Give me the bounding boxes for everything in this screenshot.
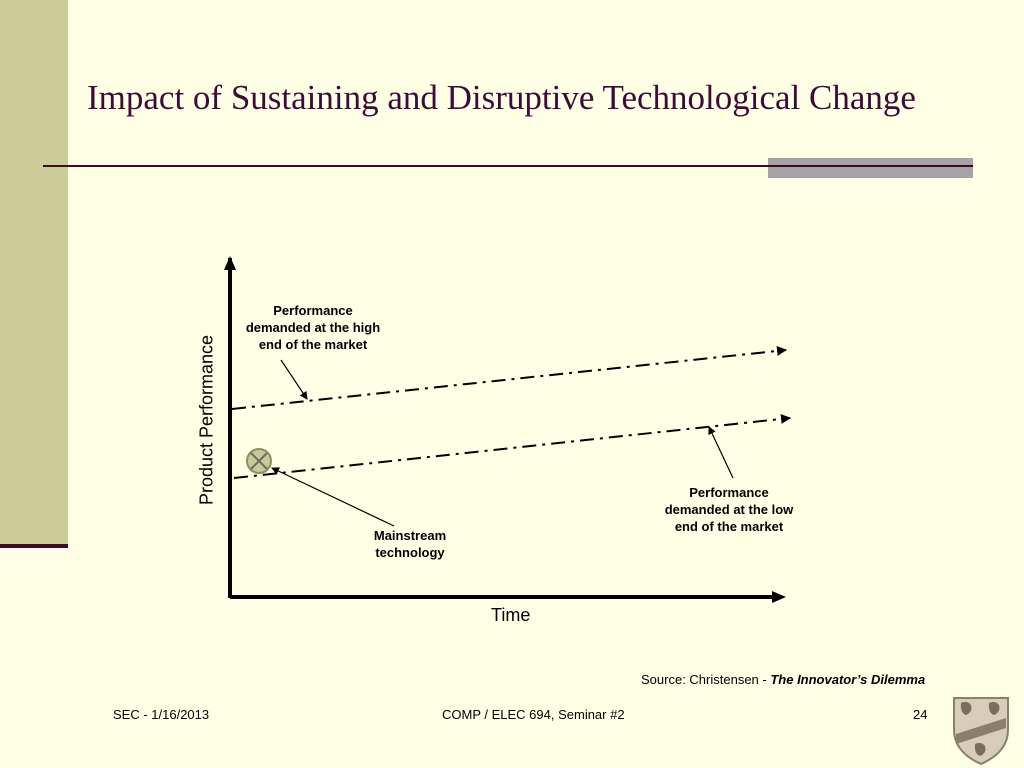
circle-x-icon: [246, 448, 272, 474]
low-end-label: Performance demanded at the low end of t…: [664, 485, 794, 534]
high-end-demand-line: [231, 345, 787, 410]
y-axis-arrowhead: [224, 256, 236, 270]
y-axis-label: Product Performance: [196, 334, 217, 506]
footer-date: SEC - 1/16/2013: [113, 707, 210, 722]
university-crest-icon: [953, 697, 1009, 766]
low-end-pointer-arrow: [708, 426, 734, 479]
x-axis-label: Time: [491, 605, 531, 625]
title-accent-bar: [768, 158, 973, 178]
source-prefix: Source: Christensen -: [641, 672, 771, 687]
source-citation: Source: Christensen - The Innovator’s Di…: [641, 672, 925, 687]
slide-title: Impact of Sustaining and Disruptive Tech…: [87, 78, 916, 117]
sidebar-rule: [0, 544, 68, 548]
low-end-demand-line: [233, 413, 791, 479]
source-book-title: The Innovator’s Dilemma: [770, 672, 926, 687]
footer-course: COMP / ELEC 694, Seminar #2: [442, 707, 625, 722]
high-end-label: Performance demanded at the high end of …: [245, 303, 381, 352]
title-rule: [43, 165, 973, 167]
mainstream-pointer-arrow: [271, 467, 395, 527]
page-number: 24: [913, 707, 928, 722]
sidebar-decoration: [0, 0, 68, 545]
x-axis-arrowhead: [772, 591, 786, 603]
high-end-pointer-arrow: [280, 359, 308, 400]
mainstream-label: Mainstream technology: [373, 528, 447, 560]
